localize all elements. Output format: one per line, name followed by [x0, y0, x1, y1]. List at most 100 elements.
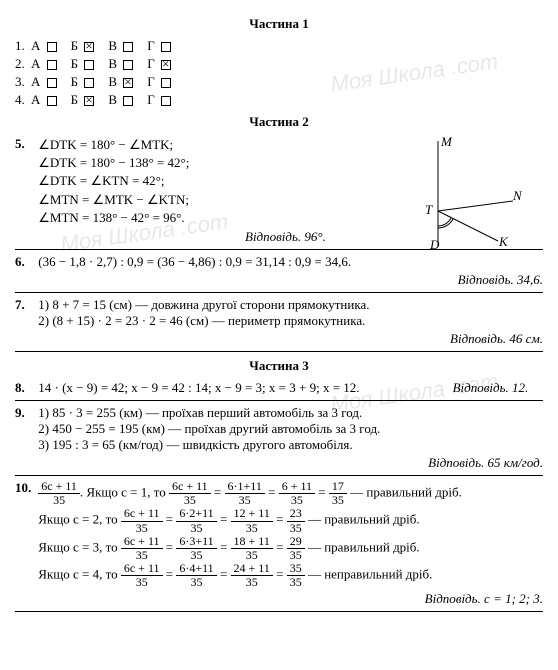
angle-diagram: M N T K D	[413, 136, 523, 251]
line: 6c + 1135. Якщо c = 1, то 6c + 1135 = 6·…	[38, 480, 528, 507]
divider	[15, 292, 543, 293]
fraction: 3535	[287, 562, 305, 589]
problem-body: 14 · (x − 9) = 42; x − 9 = 42 : 14; x − …	[38, 380, 528, 396]
mc-option: Б	[71, 92, 95, 108]
fraction: 6·3+1135	[176, 535, 216, 562]
checkbox	[84, 78, 94, 88]
label-M: M	[440, 136, 453, 149]
fraction: 6 + 1135	[279, 480, 315, 507]
checkbox	[161, 60, 171, 70]
option-label: Б	[71, 38, 82, 53]
checkbox	[123, 60, 133, 70]
option-label: А	[31, 56, 44, 71]
option-label: Г	[147, 38, 158, 53]
mc-number: 1.	[15, 38, 31, 54]
option-label: А	[31, 92, 44, 107]
checkbox	[123, 96, 133, 106]
label-K: K	[498, 234, 509, 249]
fraction: 6c + 1135	[121, 562, 163, 589]
answer: Відповідь. 46 см.	[15, 331, 543, 347]
option-label: В	[108, 38, 120, 53]
checkbox	[123, 78, 133, 88]
checkbox	[161, 78, 171, 88]
mc-option: В	[108, 74, 133, 90]
mc-row: 3.А Б В Г	[15, 74, 543, 90]
problem-number: 5.	[15, 136, 35, 152]
checkbox	[47, 96, 57, 106]
line: Якщо c = 4, то 6c + 1135 = 6·4+1135 = 24…	[38, 562, 528, 589]
mc-option: Б	[71, 38, 95, 54]
problem-10: 10. 6c + 1135. Якщо c = 1, то 6c + 1135 …	[15, 480, 543, 608]
mc-option: Г	[147, 92, 171, 108]
mc-row: 2.А Б В Г	[15, 56, 543, 72]
option-label: В	[108, 92, 120, 107]
fraction: 2935	[287, 535, 305, 562]
option-label: Б	[71, 74, 82, 89]
mc-option: А	[31, 38, 57, 54]
line: 3) 195 : 3 = 65 (км/год) — швидкість дру…	[38, 437, 528, 453]
mc-option: Б	[71, 74, 95, 90]
problem-8: 8. 14 · (x − 9) = 42; x − 9 = 42 : 14; x…	[15, 380, 543, 396]
mc-number: 2.	[15, 56, 31, 72]
fraction: 24 + 1135	[231, 562, 273, 589]
mc-option: А	[31, 56, 57, 72]
option-label: Г	[147, 56, 158, 71]
line: Якщо c = 2, то 6c + 1135 = 6·2+1135 = 12…	[38, 507, 528, 534]
fraction: 6·1+1135	[225, 480, 265, 507]
option-label: А	[31, 38, 44, 53]
problem-body: (36 − 1,8 · 2,7) : 0,9 = (36 − 4,86) : 0…	[38, 254, 528, 270]
problem-number: 9.	[15, 405, 35, 421]
line: 1) 85 · 3 = 255 (км) — проїхав перший ав…	[38, 405, 528, 421]
checkbox	[47, 60, 57, 70]
option-label: Г	[147, 92, 158, 107]
fraction: 6c + 1135	[169, 480, 211, 507]
checkbox	[84, 96, 94, 106]
fraction: 6·4+1135	[176, 562, 216, 589]
fraction: 12 + 1135	[231, 507, 273, 534]
answer: Відповідь. 65 км/год.	[15, 455, 543, 471]
problem-body: 6c + 1135. Якщо c = 1, то 6c + 1135 = 6·…	[38, 480, 528, 590]
problem-number: 8.	[15, 380, 35, 396]
answer: Відповідь. 34,6.	[15, 272, 543, 288]
label-D: D	[429, 237, 440, 251]
mc-block: 1.А Б В Г 2.А Б В Г 3.А Б В Г 4.А Б В Г	[15, 38, 543, 108]
checkbox	[161, 42, 171, 52]
part2-title: Частина 2	[15, 114, 543, 130]
line: Якщо c = 3, то 6c + 1135 = 6·3+1135 = 18…	[38, 535, 528, 562]
divider	[15, 351, 543, 352]
answer: Відповідь. c = 1; 2; 3.	[15, 591, 543, 607]
fraction: 18 + 1135	[231, 535, 273, 562]
line: 1) 8 + 7 = 15 (см) — довжина другої стор…	[38, 297, 528, 313]
mc-number: 4.	[15, 92, 31, 108]
divider	[15, 400, 543, 401]
problem-7: 7. 1) 8 + 7 = 15 (см) — довжина другої с…	[15, 297, 543, 347]
mc-row: 1.А Б В Г	[15, 38, 543, 54]
problem-number: 6.	[15, 254, 35, 270]
fraction: 1735	[329, 480, 347, 507]
checkbox	[47, 42, 57, 52]
fraction: 6c + 1135	[121, 507, 163, 534]
part1-title: Частина 1	[15, 16, 543, 32]
page-content: Частина 1 1.А Б В Г 2.А Б В Г 3.А Б В Г …	[15, 16, 543, 612]
mc-option: Б	[71, 56, 95, 72]
label-N: N	[512, 188, 523, 203]
body-text: 14 · (x − 9) = 42; x − 9 = 42 : 14; x − …	[38, 380, 359, 395]
option-label: Б	[71, 56, 82, 71]
checkbox	[84, 60, 94, 70]
line: 2) (8 + 15) · 2 = 23 · 2 = 46 (см) — пер…	[38, 313, 528, 329]
mc-option: А	[31, 92, 57, 108]
line: 2) 450 − 255 = 195 (км) — проїхав другий…	[38, 421, 528, 437]
option-label: В	[108, 56, 120, 71]
divider	[15, 611, 543, 612]
problem-6: 6. (36 − 1,8 · 2,7) : 0,9 = (36 − 4,86) …	[15, 254, 543, 288]
fraction: 6·2+1135	[176, 507, 216, 534]
mc-option: Г	[147, 56, 171, 72]
problem-body: 1) 8 + 7 = 15 (см) — довжина другої стор…	[38, 297, 528, 329]
option-label: Г	[147, 74, 158, 89]
checkbox	[84, 42, 94, 52]
mc-option: Г	[147, 74, 171, 90]
divider	[15, 475, 543, 476]
mc-option: А	[31, 74, 57, 90]
problem-9: 9. 1) 85 · 3 = 255 (км) — проїхав перший…	[15, 405, 543, 471]
fraction: 6c + 1135	[38, 480, 80, 507]
